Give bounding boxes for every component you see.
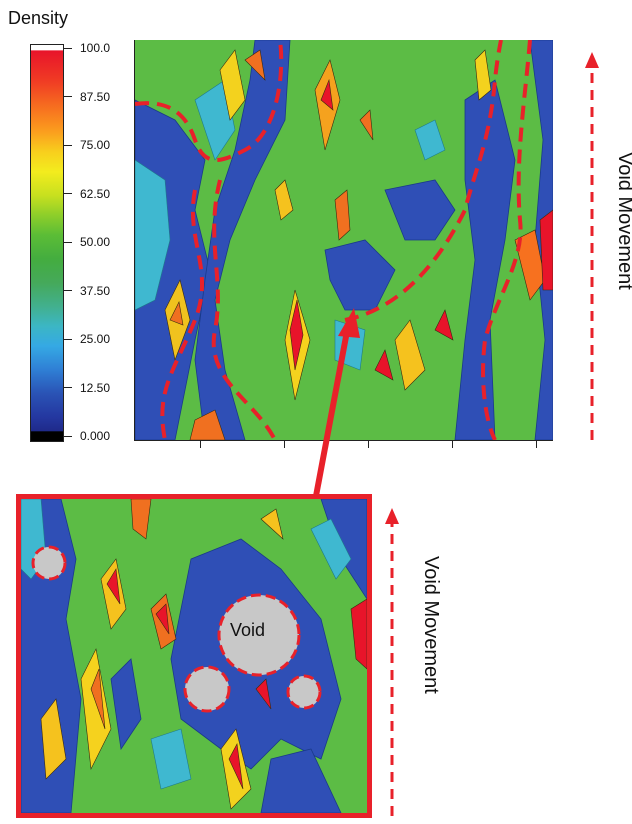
- top-x-axis: [134, 440, 552, 450]
- zoomed-void-panel: [16, 494, 372, 818]
- colorbar-tick: 75.00: [64, 138, 110, 152]
- void-movement-label-bottom: Void Movement: [420, 556, 442, 694]
- zoom-arrow: [313, 308, 360, 497]
- colorbar-tick-label: 12.50: [80, 380, 111, 395]
- colorbar-tick-label: 0.000: [80, 429, 111, 443]
- void-label: Void: [230, 620, 266, 640]
- density-contour-map-top: [134, 40, 553, 441]
- colorbar-tick: 37.50: [64, 284, 110, 298]
- colorbar-tick: 12.50: [64, 381, 110, 395]
- colorbar-tick: 87.50: [64, 90, 110, 104]
- density-colorbar: [30, 44, 64, 442]
- void-movement-label-top: Void Movement: [614, 152, 632, 290]
- colorbar-tick-label: 87.50: [80, 89, 111, 104]
- colorbar-tick-label: 37.50: [80, 283, 111, 298]
- legend-title: Density: [8, 8, 69, 28]
- high-density-regions: [164, 49, 553, 440]
- void-movement-arrow-top: [585, 52, 599, 440]
- void-path-dashed-lines: [135, 40, 532, 440]
- colorbar-tick: 100.0: [64, 41, 110, 55]
- colorbar-tick: 0.000: [64, 429, 110, 443]
- colorbar-tick-label: 62.50: [80, 186, 111, 201]
- colorbar-tick: 62.50: [64, 187, 110, 201]
- colorbar-tick: 50.00: [64, 235, 110, 249]
- void-circles: [31, 545, 322, 713]
- colorbar-tick-label: 75.00: [80, 138, 111, 152]
- void-movement-arrow-bottom: [385, 508, 399, 816]
- colorbar-tick-label: 25.00: [80, 332, 111, 346]
- colorbar-tick-label: 50.00: [80, 235, 111, 249]
- colorbar-tick-label: 100.0: [80, 41, 111, 55]
- colorbar-tick: 25.00: [64, 332, 110, 346]
